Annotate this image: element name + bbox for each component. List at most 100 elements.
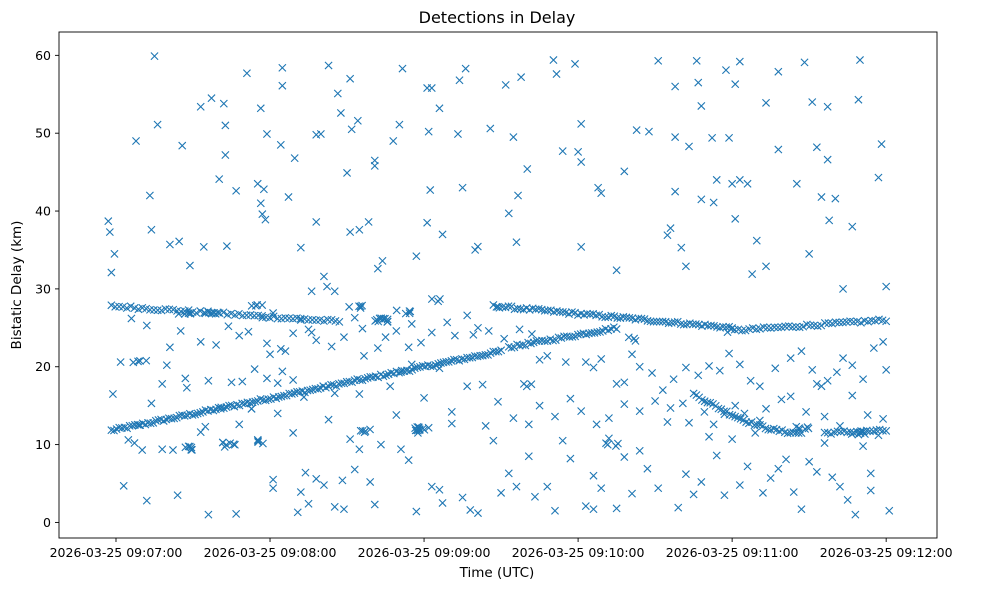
y-axis-label: Bistatic Delay (km) <box>9 221 25 350</box>
data-point-marker <box>674 503 683 512</box>
data-point-marker <box>168 446 177 455</box>
data-point-marker <box>592 420 601 429</box>
data-point-marker <box>444 357 453 366</box>
data-point-marker <box>258 313 267 322</box>
data-point-marker <box>820 318 829 327</box>
data-point-marker <box>119 481 128 490</box>
data-point-marker <box>246 399 254 407</box>
data-point-marker <box>494 302 502 311</box>
data-point-marker <box>835 482 844 491</box>
data-point-marker <box>839 354 848 363</box>
data-point-marker <box>828 473 837 482</box>
data-point-marker <box>478 380 487 389</box>
data-point-marker <box>706 398 715 407</box>
data-point-marker <box>242 69 251 78</box>
data-point-marker <box>420 393 429 402</box>
data-point-marker <box>244 327 253 336</box>
data-point-marker <box>676 319 685 328</box>
data-point-marker <box>429 362 438 371</box>
data-point-marker <box>370 500 379 509</box>
data-point-marker <box>105 228 114 237</box>
data-point-marker <box>663 231 672 240</box>
data-point-marker <box>566 394 575 403</box>
data-point-marker <box>577 407 586 416</box>
data-point-marker <box>147 225 156 234</box>
data-point-marker <box>229 440 238 449</box>
data-point-marker <box>746 376 755 385</box>
data-point-marker <box>540 337 549 346</box>
data-point-marker <box>366 477 375 486</box>
data-point-marker <box>874 173 883 182</box>
data-point-marker <box>392 411 401 419</box>
data-point-marker <box>654 56 663 65</box>
data-point-marker <box>774 67 783 76</box>
data-point-marker <box>215 175 224 184</box>
data-point-marker <box>110 249 119 258</box>
data-point-marker <box>808 365 817 374</box>
plot-background <box>59 32 937 538</box>
data-point-marker <box>427 328 436 337</box>
data-point-marker <box>347 125 356 134</box>
data-point-marker <box>748 270 757 279</box>
data-point-marker <box>644 127 653 136</box>
data-point-marker <box>108 389 117 398</box>
data-point-marker <box>147 399 156 408</box>
data-point-marker <box>330 389 339 398</box>
data-point-marker <box>577 158 586 166</box>
data-point-marker <box>515 325 524 334</box>
data-point-marker <box>571 59 580 68</box>
data-point-marker <box>691 320 700 329</box>
data-point-marker <box>847 429 856 438</box>
y-tick-label: 30 <box>35 281 51 296</box>
data-point-marker <box>412 252 421 261</box>
data-point-marker <box>552 70 561 79</box>
data-point-marker <box>339 505 348 514</box>
data-point-marker <box>411 424 420 433</box>
data-point-marker <box>278 81 287 90</box>
data-point-marker <box>392 326 401 335</box>
data-point-marker <box>594 183 603 192</box>
data-point-marker <box>196 408 205 417</box>
data-point-marker <box>256 199 265 208</box>
data-point-marker <box>774 464 783 473</box>
data-point-marker <box>694 78 703 87</box>
data-point-marker <box>720 407 729 416</box>
data-point-marker <box>635 446 644 455</box>
data-point-marker <box>214 308 223 317</box>
data-point-marker <box>812 379 821 388</box>
data-point-marker <box>854 430 863 439</box>
data-point-marker <box>709 198 718 207</box>
data-point-marker <box>635 362 644 371</box>
data-point-marker <box>620 453 629 462</box>
data-point-marker <box>799 322 808 331</box>
data-point-marker <box>261 215 270 224</box>
data-point-marker <box>258 301 267 310</box>
data-point-marker <box>504 302 513 311</box>
data-point-marker <box>398 64 407 73</box>
data-point-marker <box>509 133 518 142</box>
data-point-marker <box>299 393 308 402</box>
data-point-marker <box>207 94 216 103</box>
data-point-marker <box>382 371 390 380</box>
data-point-marker <box>261 396 270 405</box>
data-point-marker <box>736 414 745 423</box>
data-point-marker <box>731 80 740 89</box>
data-point-marker <box>251 397 260 406</box>
data-point-marker <box>770 323 779 332</box>
data-point-marker <box>872 426 881 435</box>
data-point-marker <box>574 147 583 156</box>
data-point-marker <box>681 470 690 479</box>
data-point-marker <box>187 443 196 452</box>
data-point-marker <box>253 437 262 445</box>
x-axis: 2026-03-25 09:07:00 2026-03-25 09:08:00 20… <box>50 538 953 560</box>
data-point-marker <box>262 374 271 383</box>
data-point-marker <box>715 366 724 375</box>
data-point-marker <box>404 456 413 465</box>
data-point-marker <box>526 339 535 348</box>
data-point-marker <box>820 412 829 421</box>
data-point-marker <box>797 505 806 514</box>
data-point-marker <box>371 372 380 381</box>
data-point-marker <box>278 367 287 376</box>
data-point-marker <box>848 222 857 231</box>
